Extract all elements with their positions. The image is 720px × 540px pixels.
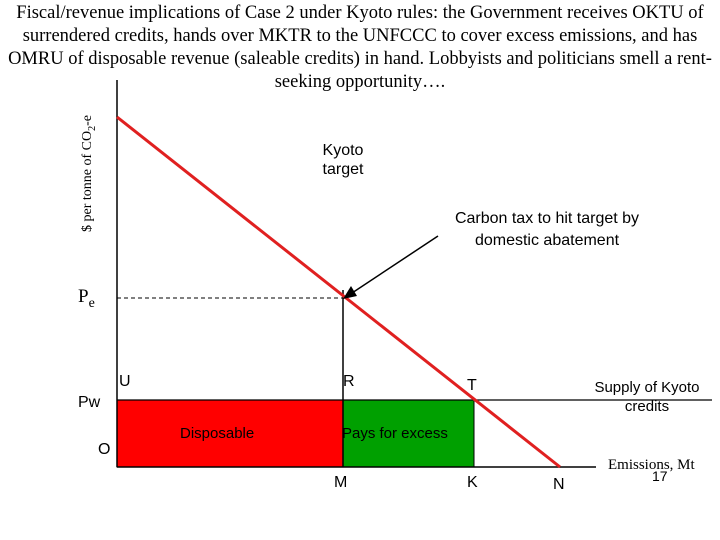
pe-label: Pe	[78, 286, 95, 312]
carbon-tax-label: Carbon tax to hit target by domestic aba…	[454, 210, 640, 249]
point-r-label: R	[343, 373, 355, 390]
supply-label: Supply of Kyoto credits	[594, 379, 700, 415]
point-k-label: K	[467, 474, 478, 491]
carbon-tax-arrowhead	[343, 286, 357, 299]
kyoto-target-label: Kyoto target	[322, 142, 364, 178]
point-t-label: T	[467, 377, 477, 394]
pe-label-subscript: e	[88, 295, 95, 311]
point-m-label: M	[334, 474, 348, 491]
point-n-label: N	[553, 476, 565, 493]
emissions-demand-line	[116, 115, 561, 469]
disposable-region	[117, 400, 343, 467]
origin-o-label: O	[98, 441, 111, 458]
disposable-label: Disposable	[180, 425, 255, 442]
pw-label: Pw	[78, 394, 101, 411]
page-number: 17	[652, 468, 668, 484]
pays-for-excess-region	[343, 400, 474, 467]
x-axis-label: Emissions, Mt	[608, 457, 695, 473]
carbon-tax-arrow	[351, 235, 439, 294]
pe-label-main: P	[78, 286, 89, 307]
point-u-label: U	[119, 373, 131, 390]
slide-title: Fiscal/revenue implications of Case 2 un…	[8, 3, 712, 92]
pays-for-excess-label: Pays for excess	[342, 425, 448, 442]
